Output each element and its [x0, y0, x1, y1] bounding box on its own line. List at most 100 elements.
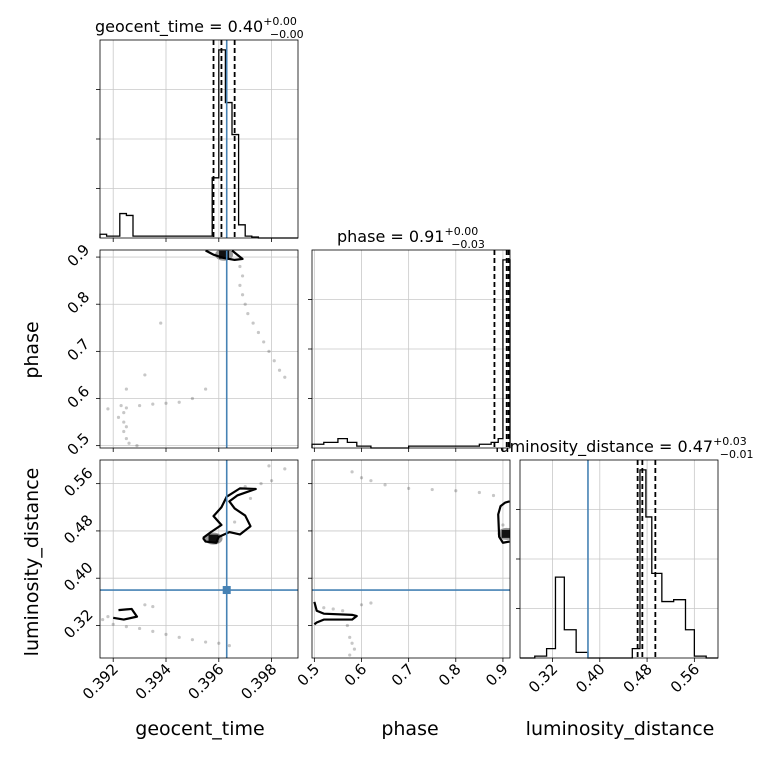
sample-point [277, 368, 282, 372]
panel-content-luminosity_distance_vs_geocent_time [100, 460, 298, 658]
sample-point [262, 340, 266, 344]
panel-hist-geocent-time [96, 39, 299, 242]
sample-point [259, 482, 263, 486]
x-tick-label: 0.392 [79, 660, 122, 703]
grid [312, 460, 510, 658]
sample-point [243, 484, 247, 489]
sample-point [122, 411, 126, 415]
sample-point [143, 603, 147, 607]
sample-point [106, 615, 110, 619]
panel-border [519, 459, 719, 659]
xlabel-geocent-time: geocent_time [135, 718, 264, 740]
grid [100, 460, 298, 658]
sample-point [350, 641, 354, 645]
title-geocent-time: geocent_time = 0.40+0.00 −0.00 [95, 15, 304, 41]
sample-point [135, 444, 139, 448]
panel-border [311, 459, 511, 659]
sample-point [151, 402, 155, 406]
title-phase-sub: −0.03 [451, 238, 485, 251]
x-tick-label: 0.8 [435, 660, 465, 690]
sample-point [501, 523, 505, 527]
sample-point [267, 349, 271, 353]
sample-point [238, 283, 242, 287]
sample-point [359, 603, 364, 607]
sample-point [248, 496, 253, 501]
y-tick-label: 0.56 [60, 464, 96, 500]
title-phase-sup: +0.00 [444, 225, 478, 238]
sample-point [116, 415, 121, 419]
panel-border [311, 249, 511, 449]
contour-line [202, 487, 257, 544]
sample-point [331, 607, 335, 611]
sample-point [477, 490, 481, 495]
sample-point [233, 520, 237, 524]
x-tick-label: 0.396 [185, 660, 228, 703]
sample-point [369, 479, 373, 483]
sample-point [251, 321, 255, 325]
panel-bg [100, 250, 298, 448]
sample-point [124, 625, 128, 629]
sample-point [217, 641, 221, 645]
contour-line [313, 601, 358, 626]
sample-point [348, 653, 352, 657]
sample-point [256, 330, 260, 335]
sample-point [270, 479, 274, 483]
sample-point [383, 483, 387, 487]
sample-point [190, 396, 194, 401]
y-tick-label: 0.8 [64, 288, 94, 318]
x-tick-label: 0.5 [294, 660, 324, 690]
sample-point [151, 604, 155, 609]
sample-point [491, 493, 496, 498]
sample-point [122, 429, 126, 434]
y-tick-label: 0.9 [64, 241, 94, 271]
sample-point [322, 606, 326, 610]
x-tick-label: 0.48 [620, 660, 656, 696]
sample-point [246, 312, 250, 316]
sample-point [122, 420, 126, 424]
panel-border [99, 39, 299, 239]
panel-ld-vs-phase: 0.5 0.6 0.7 0.8 0.9 [294, 459, 512, 690]
x-tick-label: 0.398 [237, 660, 280, 703]
y-tick-label: 0.32 [60, 606, 96, 642]
grid [100, 250, 298, 448]
sample-point [348, 635, 352, 639]
sample-point [283, 375, 287, 379]
sample-point [177, 635, 181, 639]
sample-point [101, 617, 105, 622]
sample-point [243, 302, 247, 306]
sample-point [240, 293, 245, 297]
sample-point [238, 264, 242, 269]
sample-point [124, 387, 128, 391]
ylabel-phase: phase [21, 321, 43, 378]
title-phase: phase = 0.91+0.00 −0.03 [337, 225, 485, 251]
ylabel-luminosity-distance: luminosity_distance [21, 468, 43, 657]
y-tick-label: 0.6 [64, 382, 94, 412]
y-tick-label: 0.48 [60, 511, 96, 547]
x-tick-label: 0.394 [132, 660, 175, 703]
panel-ld-vs-geocent-time: 0.392 0.394 0.396 0.398 0.32 0.40 0.48 0.56 [60, 459, 299, 703]
y-tick-label: 0.7 [64, 335, 94, 365]
title-geocent-time-sub: −0.00 [270, 28, 304, 41]
contour-line [497, 500, 510, 544]
title-luminosity-distance: luminosity_distance = 0.47+0.03 −0.01 [495, 435, 754, 461]
title-geocent-time-sup: +0.00 [263, 15, 297, 28]
sample-point [454, 489, 458, 493]
panel-hist-phase [308, 249, 511, 452]
panel-content-phase_vs_geocent_time [106, 250, 287, 448]
sample-point [151, 629, 155, 634]
histogram-luminosity_distance [520, 469, 718, 659]
histogram-geocent_time [99, 49, 298, 239]
sample-point [345, 623, 349, 628]
panel-bg [100, 460, 298, 658]
sample-point [119, 403, 123, 408]
sample-point [138, 403, 142, 408]
title-luminosity-distance-sup: +0.03 [713, 435, 747, 448]
title-luminosity-distance-sub: −0.01 [720, 448, 754, 461]
sample-point [204, 387, 208, 391]
sample-point [350, 470, 354, 474]
sample-point [106, 407, 110, 411]
sample-point [430, 487, 434, 492]
sample-point [190, 638, 194, 642]
x-tick-label: 0.6 [341, 660, 371, 690]
